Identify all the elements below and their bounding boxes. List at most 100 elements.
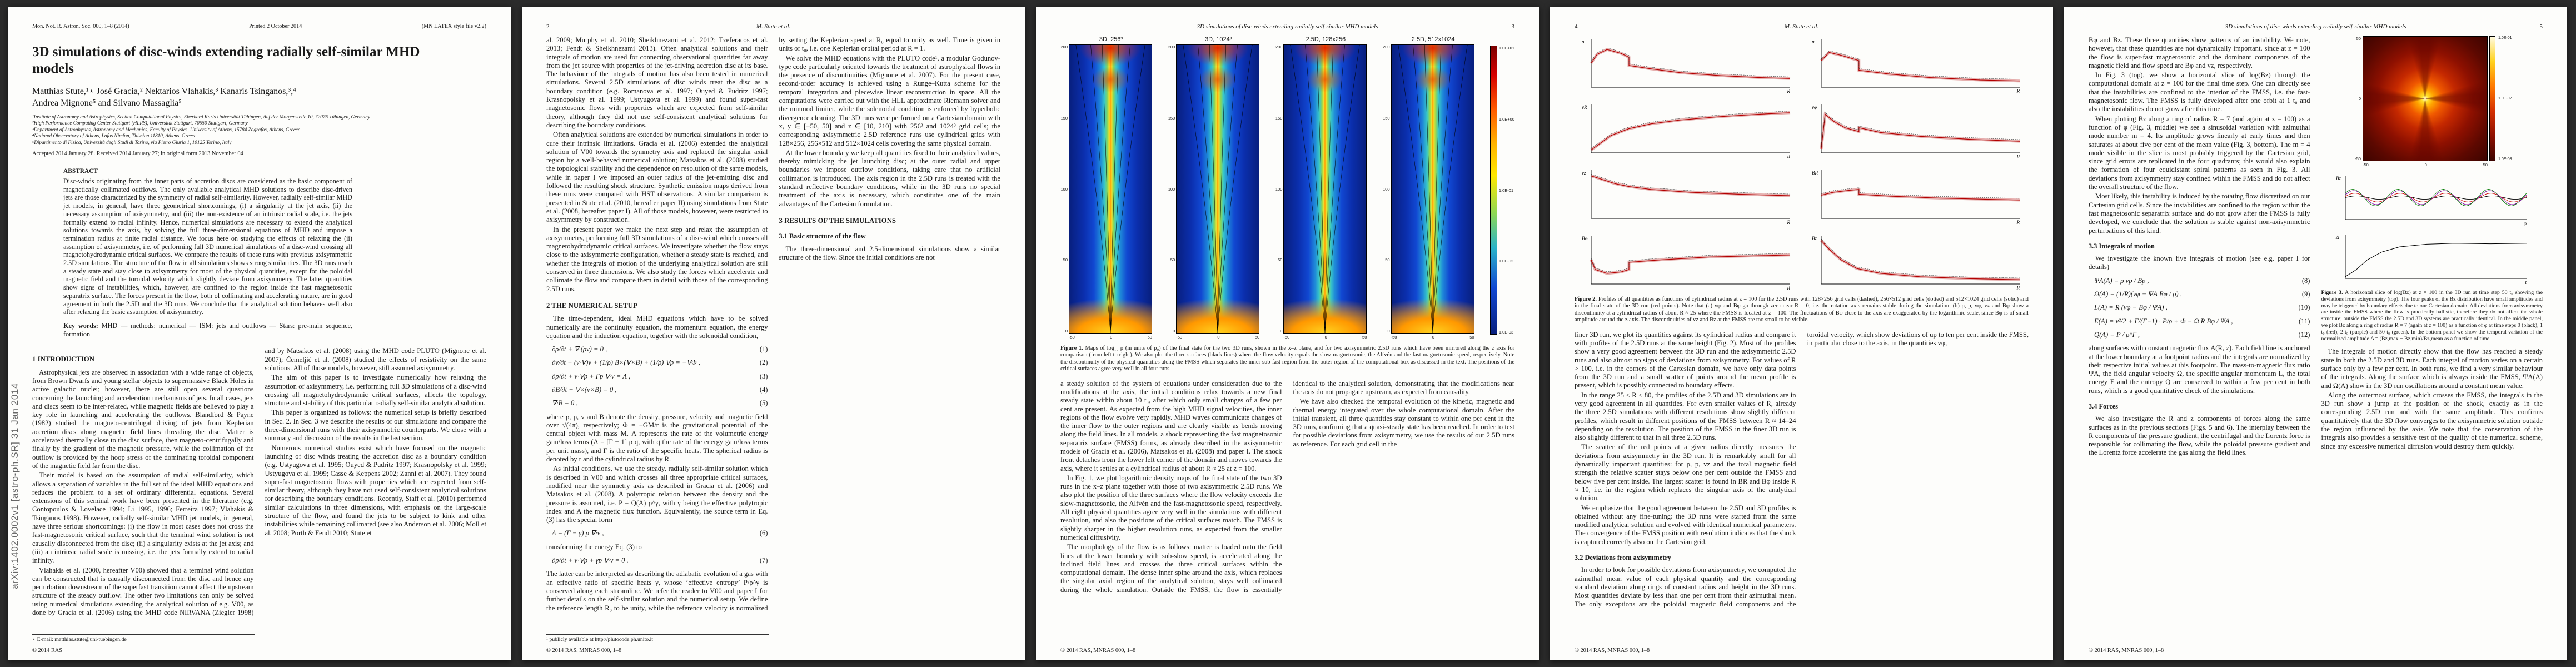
keywords-label: Key words: (63, 321, 98, 330)
y-axis-tick-label: 0 (1280, 328, 1283, 334)
svg-text:vz: vz (1582, 170, 1586, 176)
equation: Ω(A) = (1/R)(vφ − ΨA Bφ / ρ) , (9) (2094, 290, 2310, 298)
colorbar-tick-label: 1.0E+01 (1498, 46, 1514, 51)
critical-surfaces-overlay (1284, 45, 1366, 333)
x-axis-tick-label: -50 (1283, 335, 1290, 340)
author-list: Matthias Stute,¹⋆ José Gracia,² Nektario… (32, 86, 486, 109)
keywords: Key words: MHD — methods: numerical — IS… (63, 322, 352, 338)
equation: Q(A) = P / ρ^Γ , (12) (2094, 330, 2310, 339)
paragraph: The time-dependent, ideal MHD equations … (546, 315, 768, 340)
density-map (1176, 44, 1260, 334)
section-heading: 3.2 Deviations from axisymmetry (1575, 554, 1671, 562)
x-axis-tick-label: 50 (1469, 335, 1474, 340)
paragraph: We investigate the known five integrals … (2089, 255, 2310, 271)
equation: ∂ρ/∂t + ∇·(ρv) = 0 , (1) (552, 345, 768, 354)
panel-title: 2.5D, 128x256 (1306, 36, 1346, 43)
y-axis-tick-label: 0 (2358, 96, 2361, 101)
colorbar-tick-label: 1.0E-02 (2498, 97, 2512, 101)
caption-text: A horizontal slice of log(Bz) at z = 100… (2321, 290, 2543, 342)
colorbar-gradient (1489, 46, 1497, 335)
svg-text:φ: φ (2524, 221, 2527, 226)
page-number: 5 (2539, 23, 2543, 30)
y-axis-tick-label: 200 (1275, 44, 1283, 49)
critical-surfaces-overlay (1392, 45, 1474, 333)
paragraph: Often analytical solutions are extended … (546, 131, 768, 224)
figure-1-panel: 3D, 256³ 200 150 100 50 0 -50 0 50 (1060, 36, 1152, 340)
svg-text:R: R (2016, 220, 2020, 225)
abstract-heading: ABSTRACT (63, 168, 98, 175)
x-axis-tick-label: -50 (1176, 335, 1183, 340)
y-axis-tick-label: 100 (1383, 186, 1390, 192)
page-footer: © 2014 RAS, MNRAS 000, 1–8 (1575, 648, 1650, 654)
svg-text:Bz: Bz (2336, 176, 2341, 181)
x-axis-tick-label: 50 (1147, 335, 1152, 340)
figure-1-colorbar: 1.0E+01 1.0E+00 1.0E-01 1.0E-02 1.0E-03 (1489, 46, 1514, 340)
figure-label: Figure 1. (1060, 345, 1083, 351)
svg-text:vR: vR (1582, 104, 1587, 110)
paper-title: 3D simulations of disc-winds extending r… (32, 44, 420, 76)
body-left-column: Bφ and Bz. These three quantities show p… (2089, 36, 2310, 615)
bz-vs-phi-plot: Bz φ (2334, 173, 2530, 226)
svg-text:ρ: ρ (1581, 39, 1585, 44)
paragraph: The integrals of motion directly show th… (2321, 347, 2543, 390)
page-number: 3 (1511, 23, 1515, 30)
y-axis-tick-label: 100 (1060, 186, 1068, 192)
equation: ∇·B = 0 , (5) (552, 399, 768, 407)
y-axis-tick-label: 50 (1278, 257, 1283, 263)
svg-text:p: p (1811, 39, 1815, 44)
profile-plot-bphi: Bφ R (1580, 233, 1793, 291)
arxiv-stamp: arXiv:1402.0002v1 [astro-ph.SR] 31 Jan 2… (9, 383, 20, 589)
section-heading: 3 RESULTS OF THE SIMULATIONS (779, 216, 896, 225)
figure-2-caption: Figure 2. Profiles of all quantities as … (1575, 296, 2029, 324)
x-axis-tick-label: 0 (1217, 335, 1220, 340)
panel-title: 2.5D, 512x1024 (1411, 36, 1455, 43)
x-axis-tick-label: 50 (1254, 335, 1260, 340)
svg-text:BR: BR (1812, 170, 1818, 176)
profile-plot-bz: Bz R (1810, 233, 2023, 291)
affiliations: ¹Institute of Astronomy and Astrophysics… (32, 114, 486, 146)
section-heading: 3.4 Forces (2089, 402, 2119, 410)
figure-label: Figure 2. (1575, 296, 1597, 302)
latex-style-note: (MN LATEX style file v2.2) (421, 23, 486, 29)
affiliation: ⁵Dipartimento di Fisica, Università degl… (32, 139, 232, 145)
x-axis-tick-label: 50 (2483, 162, 2488, 167)
figure-1-panel: 2.5D, 512x1024 200 150 100 50 0 -50 0 50 (1383, 36, 1474, 340)
running-header: 3D simulations of disc-winds extending r… (2089, 23, 2543, 32)
page-3: 3D simulations of disc-winds extending r… (1036, 7, 1539, 660)
density-map (1391, 44, 1474, 334)
y-axis-tick-label: 150 (1168, 115, 1175, 121)
panel-title: 3D, 1024³ (1205, 36, 1232, 43)
x-axis-tick-label: -50 (1391, 335, 1397, 340)
paragraph: Astrophysical jets are observed in assoc… (32, 368, 254, 470)
running-title: 3D simulations of disc-winds extending r… (1197, 23, 1378, 30)
svg-text:Δ: Δ (2335, 235, 2339, 240)
author-line: Andrea Mignone⁵ and Silvano Massaglia⁵ (32, 98, 182, 108)
paragraph: In order to look for possible deviations… (1575, 330, 2029, 608)
equation: ∂p/∂t + v·∇p + γp ∇·v = 0 . (7) (552, 556, 768, 565)
paragraph: In Fig. 3 (top), we show a horizontal sl… (2089, 71, 2310, 113)
paragraph: Numerous numerical studies exist which h… (265, 444, 487, 537)
profile-plot-vz: vz R (1580, 167, 1793, 225)
y-axis-tick-label: 50 (1385, 257, 1390, 263)
code-footnote: ¹ publicly available at http://plutocode… (546, 634, 769, 643)
svg-text:R: R (1787, 154, 1791, 160)
section-heading: 2 THE NUMERICAL SETUP (546, 301, 637, 310)
figure-3-caption: Figure 3. A horizontal slice of log(Bz) … (2321, 290, 2543, 342)
profile-plot-br: BR R (1810, 167, 2023, 225)
journal-header: Mon. Not. R. Astron. Soc. 000, 1–8 (2014… (32, 23, 486, 29)
running-title: 3D simulations of disc-winds extending r… (2225, 23, 2406, 30)
y-axis-tick-label: 150 (1383, 115, 1390, 121)
svg-text:R: R (1787, 220, 1791, 225)
svg-text:R: R (2016, 88, 2020, 94)
paragraph: The morphology of the flow is as follows… (1060, 379, 1514, 594)
affiliation: ³Department of Astrophysics, Astronomy a… (32, 126, 301, 132)
caption-text: Maps of log₁₀ ρ (in units of ρ₀) of the … (1060, 345, 1514, 372)
x-axis-tick-label: 0 (1324, 335, 1327, 340)
page-footer: © 2014 RAS (32, 648, 63, 654)
bz-slice-heatmap (2362, 36, 2488, 161)
svg-text:Bφ: Bφ (1582, 236, 1587, 241)
profile-plot-vr: vR R (1580, 102, 1793, 160)
running-authors: M. Stute et al. (1784, 23, 1819, 30)
